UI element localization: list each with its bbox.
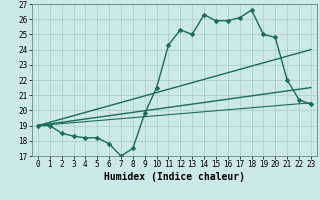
X-axis label: Humidex (Indice chaleur): Humidex (Indice chaleur) (104, 172, 245, 182)
